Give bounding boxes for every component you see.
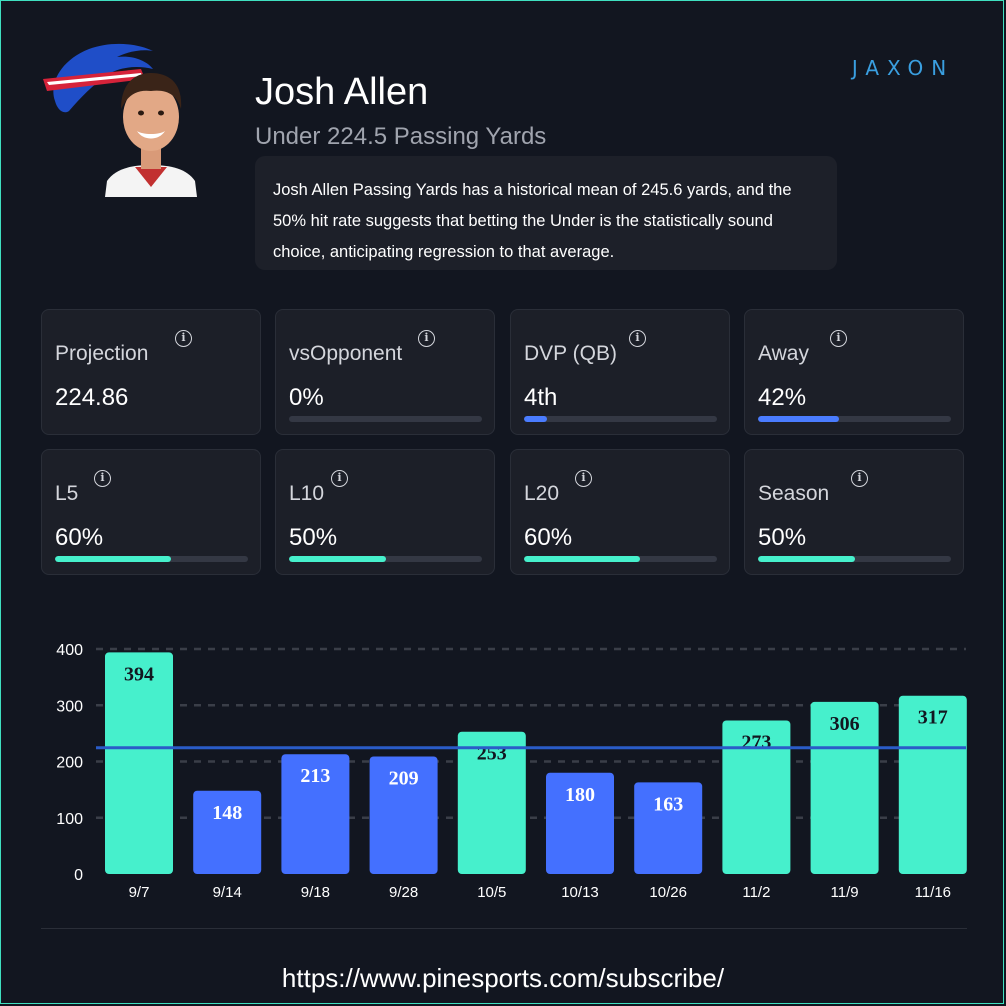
bar	[634, 782, 703, 874]
progress-fill	[55, 556, 171, 562]
x-tick-label: 10/13	[561, 884, 599, 901]
data-label: 163	[653, 793, 683, 815]
data-label: 213	[300, 765, 330, 787]
player-avatar	[105, 69, 197, 197]
progress-fill	[524, 416, 548, 422]
stat-label: Projection	[55, 342, 149, 365]
progress-track	[758, 416, 951, 422]
stat-card-away: Away i 42%	[744, 309, 964, 435]
bar	[546, 772, 614, 874]
stat-label: vsOpponent	[289, 342, 403, 365]
jaxon-brand-logo: JAXON	[841, 51, 965, 85]
buffalo-bills-logo-icon	[41, 39, 166, 119]
stat-card-vs-opponent: vsOpponent i 0%	[275, 309, 495, 435]
info-icon[interactable]: i	[830, 330, 847, 347]
data-label: 148	[212, 802, 242, 824]
progress-fill	[524, 556, 640, 562]
stat-value: 4th	[524, 384, 558, 411]
bar	[105, 652, 173, 874]
footer-divider	[41, 928, 967, 929]
stat-card-l5: L5 i 60%	[41, 449, 261, 575]
info-icon[interactable]: i	[629, 330, 646, 347]
x-tick-label: 10/26	[649, 884, 687, 901]
bar	[810, 701, 879, 874]
progress-track	[524, 556, 717, 562]
stat-label: L20	[524, 482, 560, 505]
subscribe-link[interactable]: https://www.pinesports.com/subscribe/	[281, 963, 725, 993]
x-tick-label: 11/2	[742, 884, 770, 901]
stat-card-season: Season i 50%	[744, 449, 964, 575]
data-label: 253	[477, 743, 507, 765]
data-label: 317	[918, 707, 948, 729]
data-label: 394	[124, 663, 154, 685]
y-tick-label: 300	[56, 698, 83, 715]
progress-track	[758, 556, 951, 562]
x-tick-label: 11/16	[915, 884, 951, 901]
y-tick-label: 200	[56, 755, 83, 772]
stat-card-projection: Projection i 224.86	[41, 309, 261, 435]
stat-value: 50%	[289, 524, 338, 551]
bar	[369, 756, 438, 874]
progress-track	[55, 556, 248, 562]
bar	[898, 695, 967, 874]
progress-fill	[758, 416, 840, 422]
progress-track	[289, 556, 482, 562]
x-tick-label: 11/9	[831, 884, 859, 901]
stat-label: L10	[289, 482, 325, 505]
stat-value: 50%	[758, 524, 807, 551]
stat-card-l10: L10 i 50%	[275, 449, 495, 575]
prop-line: Under 224.5 Passing Yards	[255, 123, 547, 150]
stat-value: 42%	[758, 384, 807, 411]
y-tick-label: 0	[74, 867, 83, 884]
progress-fill	[758, 556, 855, 562]
x-tick-label: 9/7	[129, 884, 150, 901]
bar	[722, 720, 791, 874]
stat-label: Away	[758, 342, 809, 365]
stat-card-l20: L20 i 60%	[510, 449, 730, 575]
x-tick-label: 9/14	[213, 884, 242, 901]
info-icon[interactable]: i	[331, 470, 348, 487]
stat-label: L5	[55, 482, 79, 505]
progress-fill	[289, 556, 386, 562]
brand-wordmark-text: JAXON	[850, 56, 954, 80]
prediction-summary: Josh Allen Passing Yards has a historica…	[255, 156, 837, 270]
stat-value: 0%	[289, 384, 324, 411]
passing-yards-bar-chart: 0 100 200 300 400 394 9/7 148 9/14 213 9/18 209 9/28…	[56, 642, 967, 901]
bar	[281, 754, 350, 874]
bar	[193, 790, 262, 874]
stat-value: 60%	[524, 524, 573, 551]
player-name: Josh Allen	[255, 71, 429, 113]
y-tick-label: 100	[56, 811, 83, 828]
x-tick-label: 9/28	[389, 884, 418, 901]
data-label: 306	[830, 713, 860, 735]
info-icon[interactable]: i	[418, 330, 435, 347]
x-tick-label: 9/18	[301, 884, 330, 901]
stat-label: Season	[758, 482, 830, 505]
info-icon[interactable]: i	[575, 470, 592, 487]
info-icon[interactable]: i	[175, 330, 192, 347]
progress-track	[524, 416, 717, 422]
data-label: 273	[741, 731, 771, 753]
progress-track	[289, 416, 482, 422]
data-label: 180	[565, 784, 595, 806]
info-icon[interactable]: i	[851, 470, 868, 487]
stat-label: DVP (QB)	[524, 342, 617, 365]
info-icon[interactable]: i	[94, 470, 111, 487]
y-tick-label: 400	[56, 642, 83, 659]
stat-card-dvp-qb: DVP (QB) i 4th	[510, 309, 730, 435]
stat-value: 60%	[55, 524, 104, 551]
data-label: 209	[389, 767, 419, 789]
stat-value: 224.86	[55, 384, 129, 411]
x-tick-label: 10/5	[477, 884, 506, 901]
bar	[457, 731, 526, 874]
